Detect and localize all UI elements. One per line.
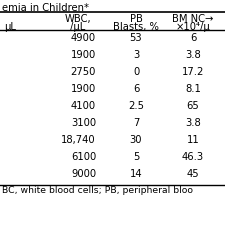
Text: 6: 6 (190, 33, 196, 43)
Text: 3.8: 3.8 (185, 118, 201, 128)
Text: BC, white blood cells; PB, peripheral bloo: BC, white blood cells; PB, peripheral bl… (2, 186, 193, 195)
Text: 6: 6 (133, 84, 139, 94)
Text: WBC,: WBC, (65, 14, 91, 24)
Text: 8.1: 8.1 (185, 84, 201, 94)
Text: 1900: 1900 (71, 84, 96, 94)
Text: 14: 14 (130, 169, 142, 179)
Text: 18,740: 18,740 (61, 135, 96, 145)
Text: 2750: 2750 (71, 67, 96, 77)
Text: emia in Children*: emia in Children* (2, 3, 89, 13)
Text: ×10⁴/μ: ×10⁴/μ (176, 22, 210, 32)
Text: /μL: /μL (70, 22, 86, 32)
Text: 17.2: 17.2 (182, 67, 204, 77)
Text: 65: 65 (187, 101, 199, 111)
Text: BM NC→: BM NC→ (172, 14, 214, 24)
Text: 53: 53 (130, 33, 142, 43)
Text: μL: μL (4, 22, 16, 32)
Text: 2.5: 2.5 (128, 101, 144, 111)
Text: 3: 3 (133, 50, 139, 60)
Text: 4900: 4900 (71, 33, 96, 43)
Text: 45: 45 (187, 169, 199, 179)
Text: 7: 7 (133, 118, 139, 128)
Text: 30: 30 (130, 135, 142, 145)
Text: 46.3: 46.3 (182, 152, 204, 162)
Text: 11: 11 (187, 135, 199, 145)
Text: 3100: 3100 (71, 118, 96, 128)
Text: 0: 0 (133, 67, 139, 77)
Text: PB: PB (130, 14, 142, 24)
Text: 4100: 4100 (71, 101, 96, 111)
Text: 6100: 6100 (71, 152, 96, 162)
Text: Blasts, %: Blasts, % (113, 22, 159, 32)
Text: 5: 5 (133, 152, 139, 162)
Text: 3.8: 3.8 (185, 50, 201, 60)
Text: 9000: 9000 (71, 169, 96, 179)
Text: 1900: 1900 (71, 50, 96, 60)
